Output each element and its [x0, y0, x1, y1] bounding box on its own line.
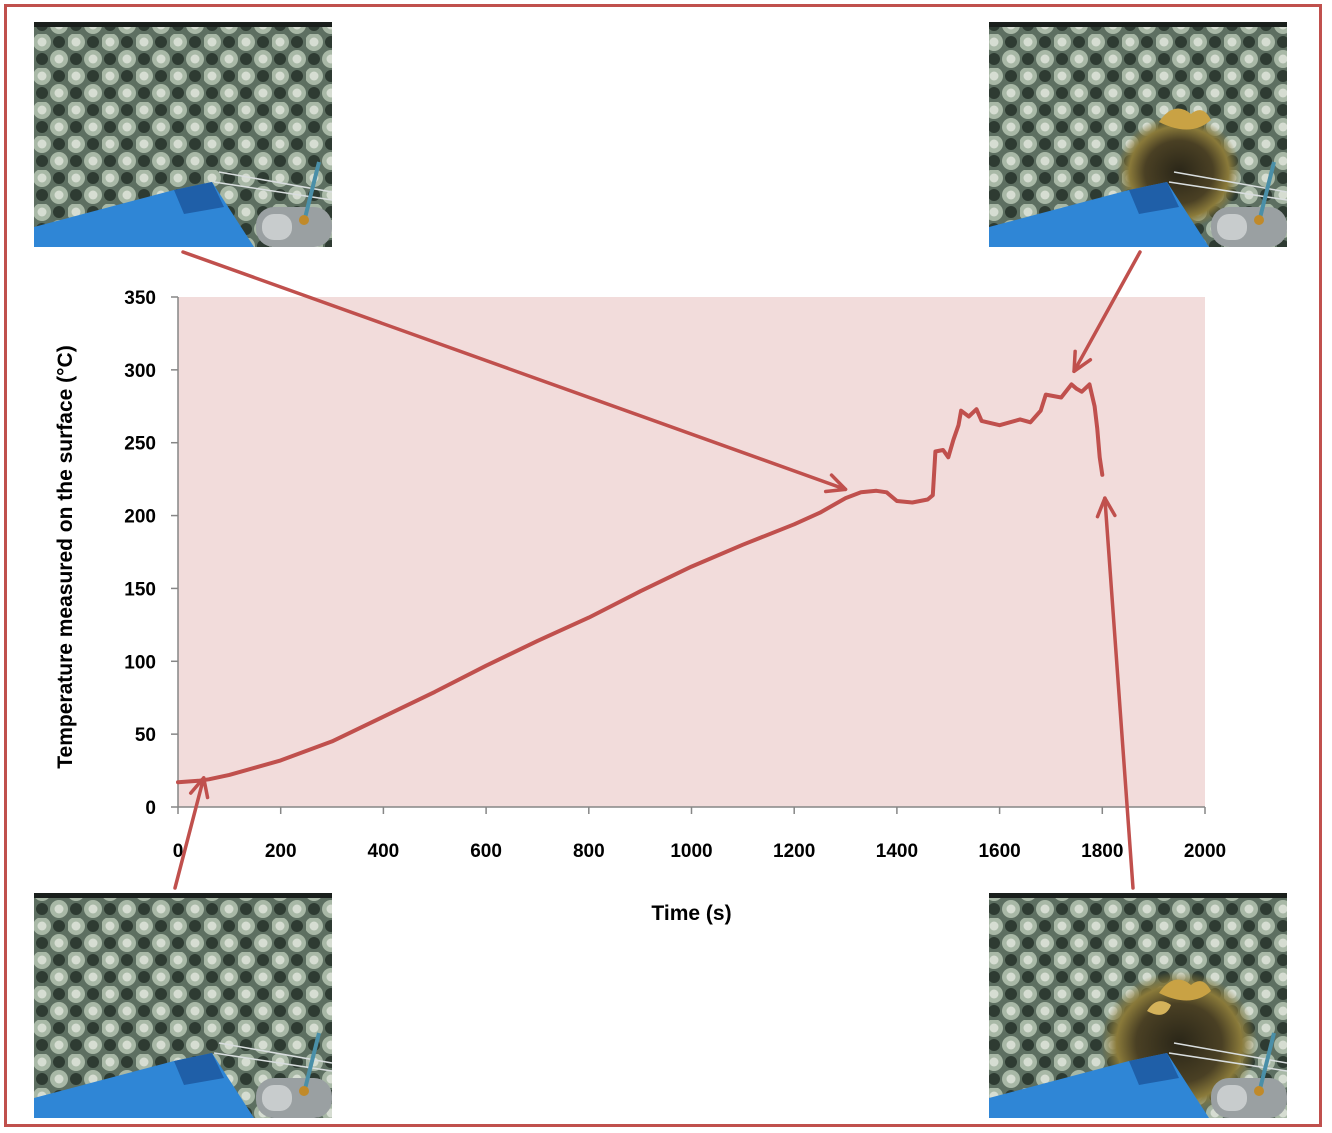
x-tick-label: 200 [265, 841, 297, 862]
photos [34, 22, 1288, 1118]
y-tick-label: 50 [135, 725, 156, 746]
x-tick-label: 1600 [978, 841, 1020, 862]
y-tick-label: 100 [124, 652, 156, 673]
foam-photo-mid [989, 22, 1288, 247]
y-tick-label: 0 [145, 798, 156, 819]
x-tick-label: 0 [173, 841, 184, 862]
foam-photo-initial [34, 22, 333, 247]
arrow-foam-photo-final [1095, 496, 1135, 890]
x-tick-label: 800 [573, 841, 605, 862]
axes: 0 50 100 150 200 250 300 350 0 200 400 600 800 1000 12… [124, 288, 1226, 862]
y-tick-label: 250 [124, 434, 156, 455]
foam-photo-burnt [34, 893, 333, 1118]
series-line [176, 382, 1105, 785]
y-tick-label: 200 [124, 507, 156, 528]
annotation-arrows [173, 250, 1142, 890]
plot-area [178, 297, 1205, 807]
x-axis-title: Time (s) [651, 902, 731, 925]
y-axis-title: Temperature measured on the surface (°C) [54, 345, 77, 768]
x-tick-label: 600 [470, 841, 502, 862]
figure-frame [4, 4, 1322, 1127]
x-tick-label: 1200 [773, 841, 815, 862]
x-tick-label: 2000 [1184, 841, 1226, 862]
arrow-foam-photo-burnt [1072, 250, 1142, 374]
foam-photo-final [989, 893, 1288, 1118]
y-tick-label: 300 [124, 361, 156, 382]
y-tick-label: 350 [124, 288, 156, 309]
x-tick-label: 400 [368, 841, 400, 862]
y-tick-label: 150 [124, 579, 156, 600]
arrow-foam-photo-initial [173, 776, 210, 890]
x-tick-label: 1800 [1081, 841, 1123, 862]
series-layer [176, 382, 1105, 785]
x-tick-label: 1400 [876, 841, 918, 862]
arrow-foam-photo-mid [181, 250, 848, 494]
x-tick-label: 1000 [670, 841, 712, 862]
